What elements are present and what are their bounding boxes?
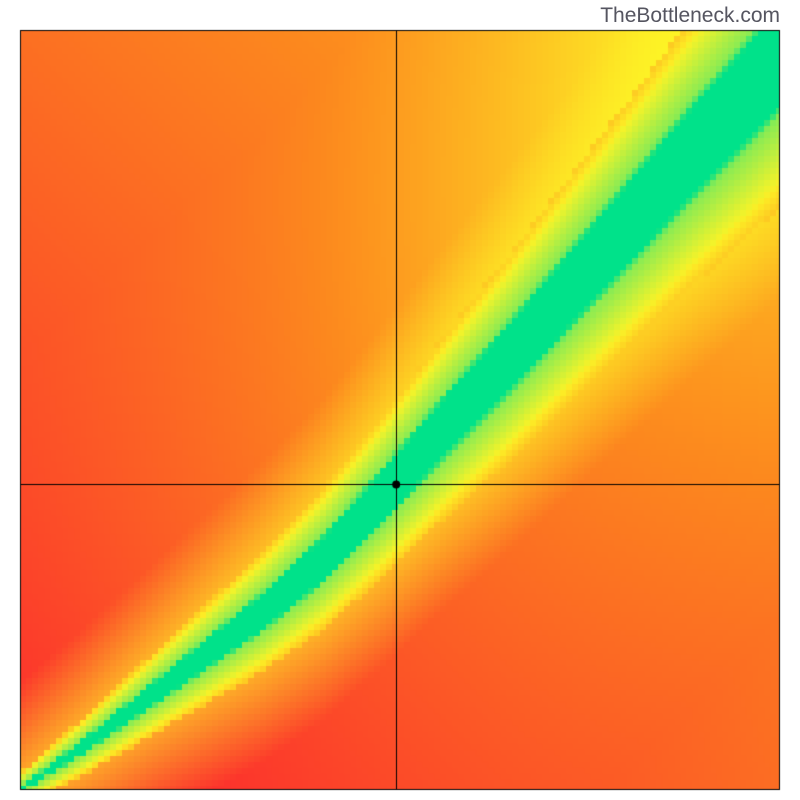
watermark-text: TheBottleneck.com xyxy=(600,4,780,28)
chart-container: TheBottleneck.com xyxy=(0,0,800,800)
bottleneck-heatmap xyxy=(0,0,800,800)
